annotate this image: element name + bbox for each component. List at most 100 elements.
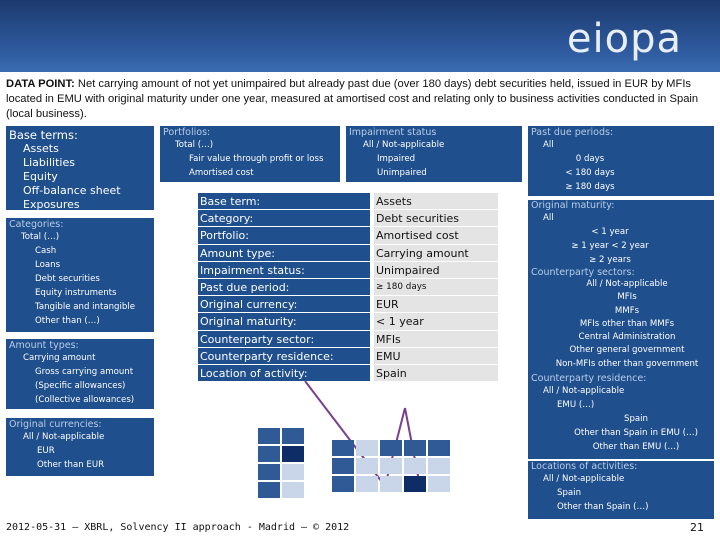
portfolios-panel: Portfolios: Total (…) Fair value through… [160, 126, 340, 182]
past-due-item: < 180 days [565, 168, 615, 178]
location-item: Other than Spain (…) [557, 502, 649, 512]
grid-cell [428, 458, 450, 474]
residence-item: Spain [623, 414, 648, 424]
grid-cell [332, 476, 354, 492]
original-maturity-title: Original maturity: [531, 200, 615, 211]
grid-cell [258, 428, 280, 444]
impairment-status-title: Impairment status [349, 127, 437, 138]
datapoint-description: DATA POINT: Net carrying amount of not y… [6, 77, 716, 122]
counterparty-sectors-title: Counterparty sectors: [531, 267, 635, 278]
maturity-item: All [543, 213, 554, 223]
grid-cell [258, 446, 280, 462]
base-term-item: Off-balance sheet [23, 184, 121, 197]
currency-item: EUR [37, 446, 55, 456]
dimension-value: Debt securities [374, 210, 498, 228]
grid-cell [282, 428, 304, 444]
base-term-item: Exposures [23, 198, 80, 211]
base-terms-panel: Base terms: Assets Liabilities Equity Of… [6, 126, 154, 211]
past-due-periods-title: Past due periods: [531, 127, 614, 138]
counterparty-residence-title: Counterparty residence: [531, 373, 647, 384]
currency-item: Other than EUR [37, 460, 105, 470]
eiopa-logo: eiopa [566, 16, 682, 62]
dimension-value: Amortised cost [374, 227, 498, 245]
locations-of-activities-title: Locations of activities: [531, 461, 638, 472]
dimension-key: Counterparty residence: [198, 347, 370, 365]
grid-cell [282, 464, 304, 480]
dimension-key: Category: [198, 210, 370, 228]
dimension-row: Counterparty sector: MFIs [198, 330, 498, 348]
amount-type-item: Gross carrying amount [35, 367, 134, 377]
grid-table-left [258, 428, 308, 512]
grid-cell [428, 476, 450, 492]
dimension-value: EMU [374, 347, 498, 365]
sector-item: Non-MFIs other than government [555, 358, 699, 369]
residence-item: Other than Spain in EMU (…) [574, 428, 698, 438]
grid-cell [404, 440, 426, 456]
amount-types-title: Amount types: [9, 340, 79, 351]
dimension-value: MFIs [374, 330, 498, 348]
dimension-key: Base term: [198, 193, 370, 211]
dimension-value: Spain [374, 364, 498, 383]
dimension-key: Original currency: [198, 296, 370, 314]
grid-cell [428, 440, 450, 456]
dimension-row: Original currency: EUR [198, 296, 498, 314]
portfolio-item: Amortised cost [189, 168, 254, 178]
dimension-value: Carrying amount [374, 244, 498, 262]
category-item: Other than (…) [35, 316, 100, 326]
dimension-row: Counterparty residence: EMU [198, 347, 498, 365]
impairment-item: Unimpaired [377, 168, 427, 178]
grid-cell [380, 458, 402, 474]
grid-cell-highlight [282, 446, 304, 462]
dimension-key: Impairment status: [198, 261, 370, 279]
impairment-item: All / Not-applicable [363, 140, 445, 150]
grid-cell [332, 458, 354, 474]
grid-cell [282, 482, 304, 498]
category-item: Loans [35, 260, 61, 270]
category-item: Debt securities [35, 274, 100, 284]
currency-item: All / Not-applicable [23, 432, 105, 442]
header-band: eiopa [0, 0, 720, 72]
residence-item: EMU (…) [557, 400, 595, 410]
maturity-item: ≥ 1 year < 2 year [571, 241, 649, 251]
amount-type-item: (Collective allowances) [35, 395, 135, 405]
dimension-key: Portfolio: [198, 227, 370, 245]
grid-cell [380, 476, 402, 492]
grid-cell [404, 458, 426, 474]
maturity-item: < 1 year [591, 227, 629, 237]
dimension-table: Base term: Assets Category: Debt securit… [198, 193, 498, 383]
categories-panel: Categories: Total (…) Cash Loans Debt se… [6, 218, 154, 332]
residence-item: All / Not-applicable [543, 386, 625, 396]
sector-item: All / Not-applicable [586, 279, 668, 289]
sector-item: MMFs [614, 305, 640, 316]
datapoint-label: DATA POINT: [6, 78, 75, 90]
amount-types-panel: Amount types: Carrying amount Gross carr… [6, 339, 154, 409]
dimension-value: < 1 year [374, 313, 498, 331]
footer-text: 2012-05-31 – XBRL, Solvency II approach … [6, 522, 350, 533]
grid-cell-highlight [404, 476, 426, 492]
dimension-value: Assets [374, 193, 498, 211]
portfolios-title: Portfolios: [163, 127, 211, 138]
footer-band [0, 519, 720, 540]
past-due-periods-panel: Past due periods: All 0 days < 180 days … [528, 126, 714, 196]
sector-item: Other general government [569, 345, 685, 356]
base-term-item: Liabilities [23, 156, 75, 169]
grid-cell [258, 464, 280, 480]
page-number: 21 [690, 521, 704, 534]
grid-cell [380, 440, 402, 456]
dimension-row: Portfolio: Amortised cost [198, 227, 498, 245]
grid-table-right [332, 440, 458, 508]
dimension-row: Impairment status: Unimpaired [198, 261, 498, 279]
grid-cell [356, 458, 378, 474]
location-item: Spain [557, 488, 582, 498]
locations-of-activities-panel: Locations of activities: All / Not-appli… [528, 461, 714, 519]
past-due-item: ≥ 180 days [565, 182, 615, 192]
dimension-row: Base term: Assets [198, 193, 498, 211]
counterparty-sectors-panel: Counterparty sectors: All / Not-applicab… [528, 267, 714, 373]
location-item: All / Not-applicable [543, 474, 625, 484]
residence-item: Other than EMU (…) [592, 442, 680, 452]
impairment-item: Impaired [377, 154, 416, 164]
sector-item: MFIs [617, 292, 637, 303]
original-currencies-title: Original currencies: [9, 419, 102, 430]
categories-title: Categories: [9, 219, 64, 230]
category-item: Cash [35, 246, 57, 256]
